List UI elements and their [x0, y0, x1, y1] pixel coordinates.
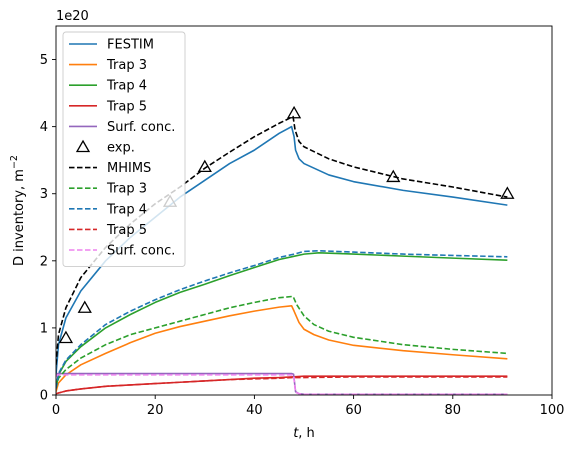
legend-label: Trap 3 [106, 182, 147, 197]
x-tick-label: 80 [445, 403, 462, 418]
y-axis-main: D inventory, m [12, 169, 27, 266]
y-axis-label: D inventory, m−2 [9, 155, 27, 266]
series-line-7 [56, 295, 508, 389]
legend-label: Surf. conc. [107, 120, 175, 135]
series-line-8 [56, 249, 508, 389]
legend-label: exp. [107, 141, 135, 156]
legend-label: Surf. conc. [107, 244, 175, 259]
y-offset-label: 1e20 [56, 9, 89, 24]
exp-marker [58, 330, 74, 344]
legend-label: Trap 4 [106, 79, 147, 94]
legend-label: Trap 5 [106, 99, 147, 114]
legend-label: Trap 4 [106, 202, 147, 217]
x-tick-label: 20 [147, 403, 164, 418]
exp-marker [500, 186, 515, 199]
x-tick-label: 60 [345, 403, 362, 418]
legend-label: FESTIM [107, 38, 154, 53]
axes: 0 20 40 60 80 100 0 1 2 3 4 5 1e20 t, h D inventory, m… [9, 9, 564, 441]
y-tick-label: 0 [40, 389, 48, 404]
series-line-6 [56, 115, 508, 365]
exp-marker [197, 159, 212, 173]
series-line-0 [56, 125, 508, 375]
legend-label: Trap 3 [106, 58, 147, 73]
x-axis-var: t [293, 426, 299, 441]
y-tick-label: 5 [40, 53, 48, 68]
y-tick-label: 1 [40, 321, 48, 336]
series-line-2 [56, 251, 508, 389]
legend-marker [75, 139, 91, 153]
legend-box [62, 31, 186, 268]
y-tick-label: 3 [40, 187, 48, 202]
exp-marker [386, 169, 401, 183]
legend-label: Trap 5 [106, 223, 147, 238]
series-line-1 [56, 304, 508, 392]
x-axis-label: t, h [293, 426, 315, 441]
y-tick-label: 4 [40, 120, 48, 135]
x-tick-label: 100 [540, 403, 565, 418]
exp-marker [77, 300, 92, 313]
series-line-10 [56, 374, 508, 395]
exp-marker [286, 105, 302, 119]
x-axis-unit: , h [298, 426, 315, 441]
y-tick-label: 2 [40, 254, 48, 269]
legend-label: MHIMS [107, 161, 151, 176]
series-line-9 [56, 376, 508, 395]
axes-frame [55, 25, 553, 396]
y-axis-exponent: −2 [9, 155, 20, 169]
x-tick-label: 40 [246, 403, 263, 418]
series-group [56, 115, 508, 395]
x-tick-label: 0 [52, 403, 60, 418]
legend: FESTIM Trap 3 Trap 4 Trap 5 Surf. conc. exp. M… [62, 31, 186, 268]
